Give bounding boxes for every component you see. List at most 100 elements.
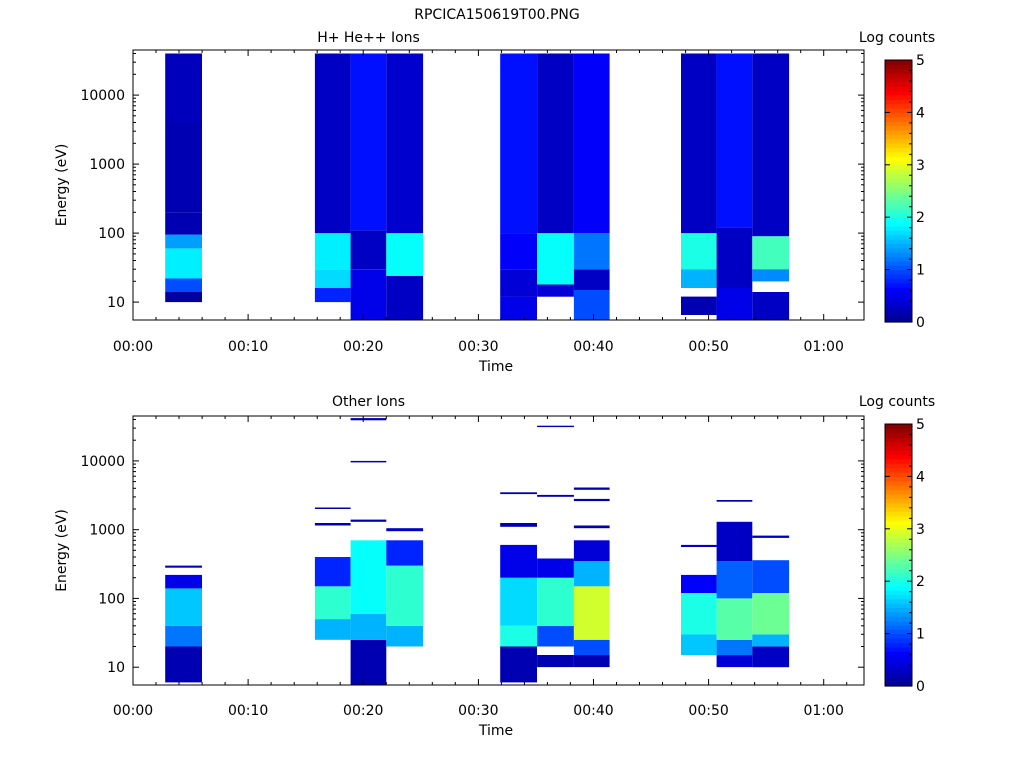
colorbar-segment [885, 537, 912, 543]
heatmap-cell [537, 655, 574, 668]
heatmap-cell [386, 275, 424, 320]
colorbar-segment [885, 524, 912, 530]
heatmap-cell [350, 613, 387, 640]
colorbar-segment [885, 502, 912, 508]
heatmap-cell [500, 269, 537, 297]
colorbar-segment [885, 317, 912, 323]
colorbar-segment [885, 642, 912, 648]
colorbar-segment [885, 677, 912, 683]
colorbar-segment [885, 616, 912, 622]
heatmap-cell [752, 535, 790, 538]
heatmap-cell [165, 565, 202, 568]
heatmap-cells [165, 418, 790, 685]
colorbar-segment [885, 282, 912, 288]
colorbar-segment [885, 581, 912, 587]
x-tick-label: 00:20 [343, 339, 383, 355]
y-axis-label: Energy (eV) [54, 509, 70, 592]
heatmap-cell [537, 53, 574, 234]
colorbar-segment [885, 511, 912, 517]
heatmap-cell [573, 289, 610, 320]
colorbar-segment [885, 225, 912, 231]
y-tick-label: 10000 [80, 454, 125, 470]
heatmap-cell [165, 292, 202, 303]
colorbar-segment [885, 103, 912, 109]
colorbar-segment [885, 269, 912, 275]
colorbar-segment [885, 624, 912, 630]
heatmap-cell [716, 598, 753, 640]
colorbar-tick-label: 2 [916, 210, 925, 226]
colorbar-segment [885, 441, 912, 447]
colorbar-segment [885, 611, 912, 617]
heatmap-cell [500, 646, 537, 683]
colorbar-segment [885, 585, 912, 591]
heatmap-cell [314, 233, 351, 270]
x-tick-label: 00:10 [228, 339, 268, 355]
colorbar: 0 1 2 3 4 5 [884, 417, 925, 695]
colorbar-segment [885, 295, 912, 301]
heatmap-cell [314, 269, 351, 288]
colorbar-label: Log counts [859, 394, 935, 410]
heatmap-cell [537, 625, 574, 647]
colorbar-tick-label: 1 [916, 627, 925, 643]
heatmap-cell [573, 540, 610, 561]
heatmap-cell [716, 227, 753, 288]
colorbar-segment [885, 291, 912, 297]
colorbar-segment [885, 252, 912, 258]
colorbar-tick-label: 3 [916, 158, 925, 174]
colorbar-segment [885, 125, 912, 131]
heatmap-cell [350, 53, 387, 231]
colorbar-segment [885, 278, 912, 284]
heatmap-cell [537, 233, 574, 285]
colorbar-segment [885, 620, 912, 626]
colorbar-segment [885, 681, 912, 687]
heatmap-cell [681, 634, 717, 655]
heatmap-cell [165, 248, 202, 279]
colorbar-segment [885, 169, 912, 175]
heatmap-cell [573, 586, 610, 640]
colorbar-segment [885, 568, 912, 574]
colorbar-segment [885, 191, 912, 196]
colorbar-segment [885, 541, 912, 547]
colorbar-segment [885, 476, 912, 482]
colorbar-segment [885, 629, 912, 635]
colorbar-segment [885, 173, 912, 179]
heatmap-cell [314, 288, 351, 303]
colorbar-segment [885, 73, 912, 79]
colorbar-segment [885, 304, 912, 310]
colorbar-segment [885, 424, 912, 429]
heatmap-cell [573, 53, 610, 234]
colorbar-segment [885, 589, 912, 595]
heatmap-cell [573, 498, 610, 502]
colorbar-tick-label: 0 [916, 679, 925, 695]
x-tick-label: 00:00 [113, 703, 153, 719]
colorbar-tick-label: 0 [916, 315, 925, 331]
heatmap-cell [165, 574, 202, 589]
colorbar-segment [885, 199, 912, 205]
heatmap-cell [573, 655, 610, 668]
x-tick-label: 01:00 [804, 703, 844, 719]
heatmap-cell [165, 646, 202, 683]
heatmap-cell [752, 593, 790, 635]
colorbar-segment [885, 247, 912, 253]
x-tick-label: 00:50 [688, 703, 728, 719]
x-axis-label: Time [478, 359, 513, 375]
heatmap-cell [681, 544, 717, 547]
colorbar-tick-label: 4 [916, 469, 925, 485]
colorbar-segment [885, 151, 912, 157]
heatmap-cell [752, 269, 790, 282]
colorbar-segment [885, 142, 912, 148]
heatmap-cell [752, 236, 790, 270]
heatmap-cell [681, 233, 717, 270]
heatmap-cell [314, 507, 351, 509]
heatmap-cell [537, 284, 574, 297]
colorbar-segment [885, 559, 912, 565]
colorbar-segment [885, 598, 912, 604]
colorbar-segment [885, 515, 912, 521]
colorbar-segment [885, 160, 912, 166]
heatmap-cell [500, 577, 537, 626]
colorbar: 0 1 2 3 4 5 [884, 53, 925, 331]
heatmap-cell [500, 296, 537, 320]
colorbar-segment [885, 533, 912, 539]
y-tick-label: 10000 [80, 88, 125, 104]
colorbar-segment [885, 445, 912, 451]
